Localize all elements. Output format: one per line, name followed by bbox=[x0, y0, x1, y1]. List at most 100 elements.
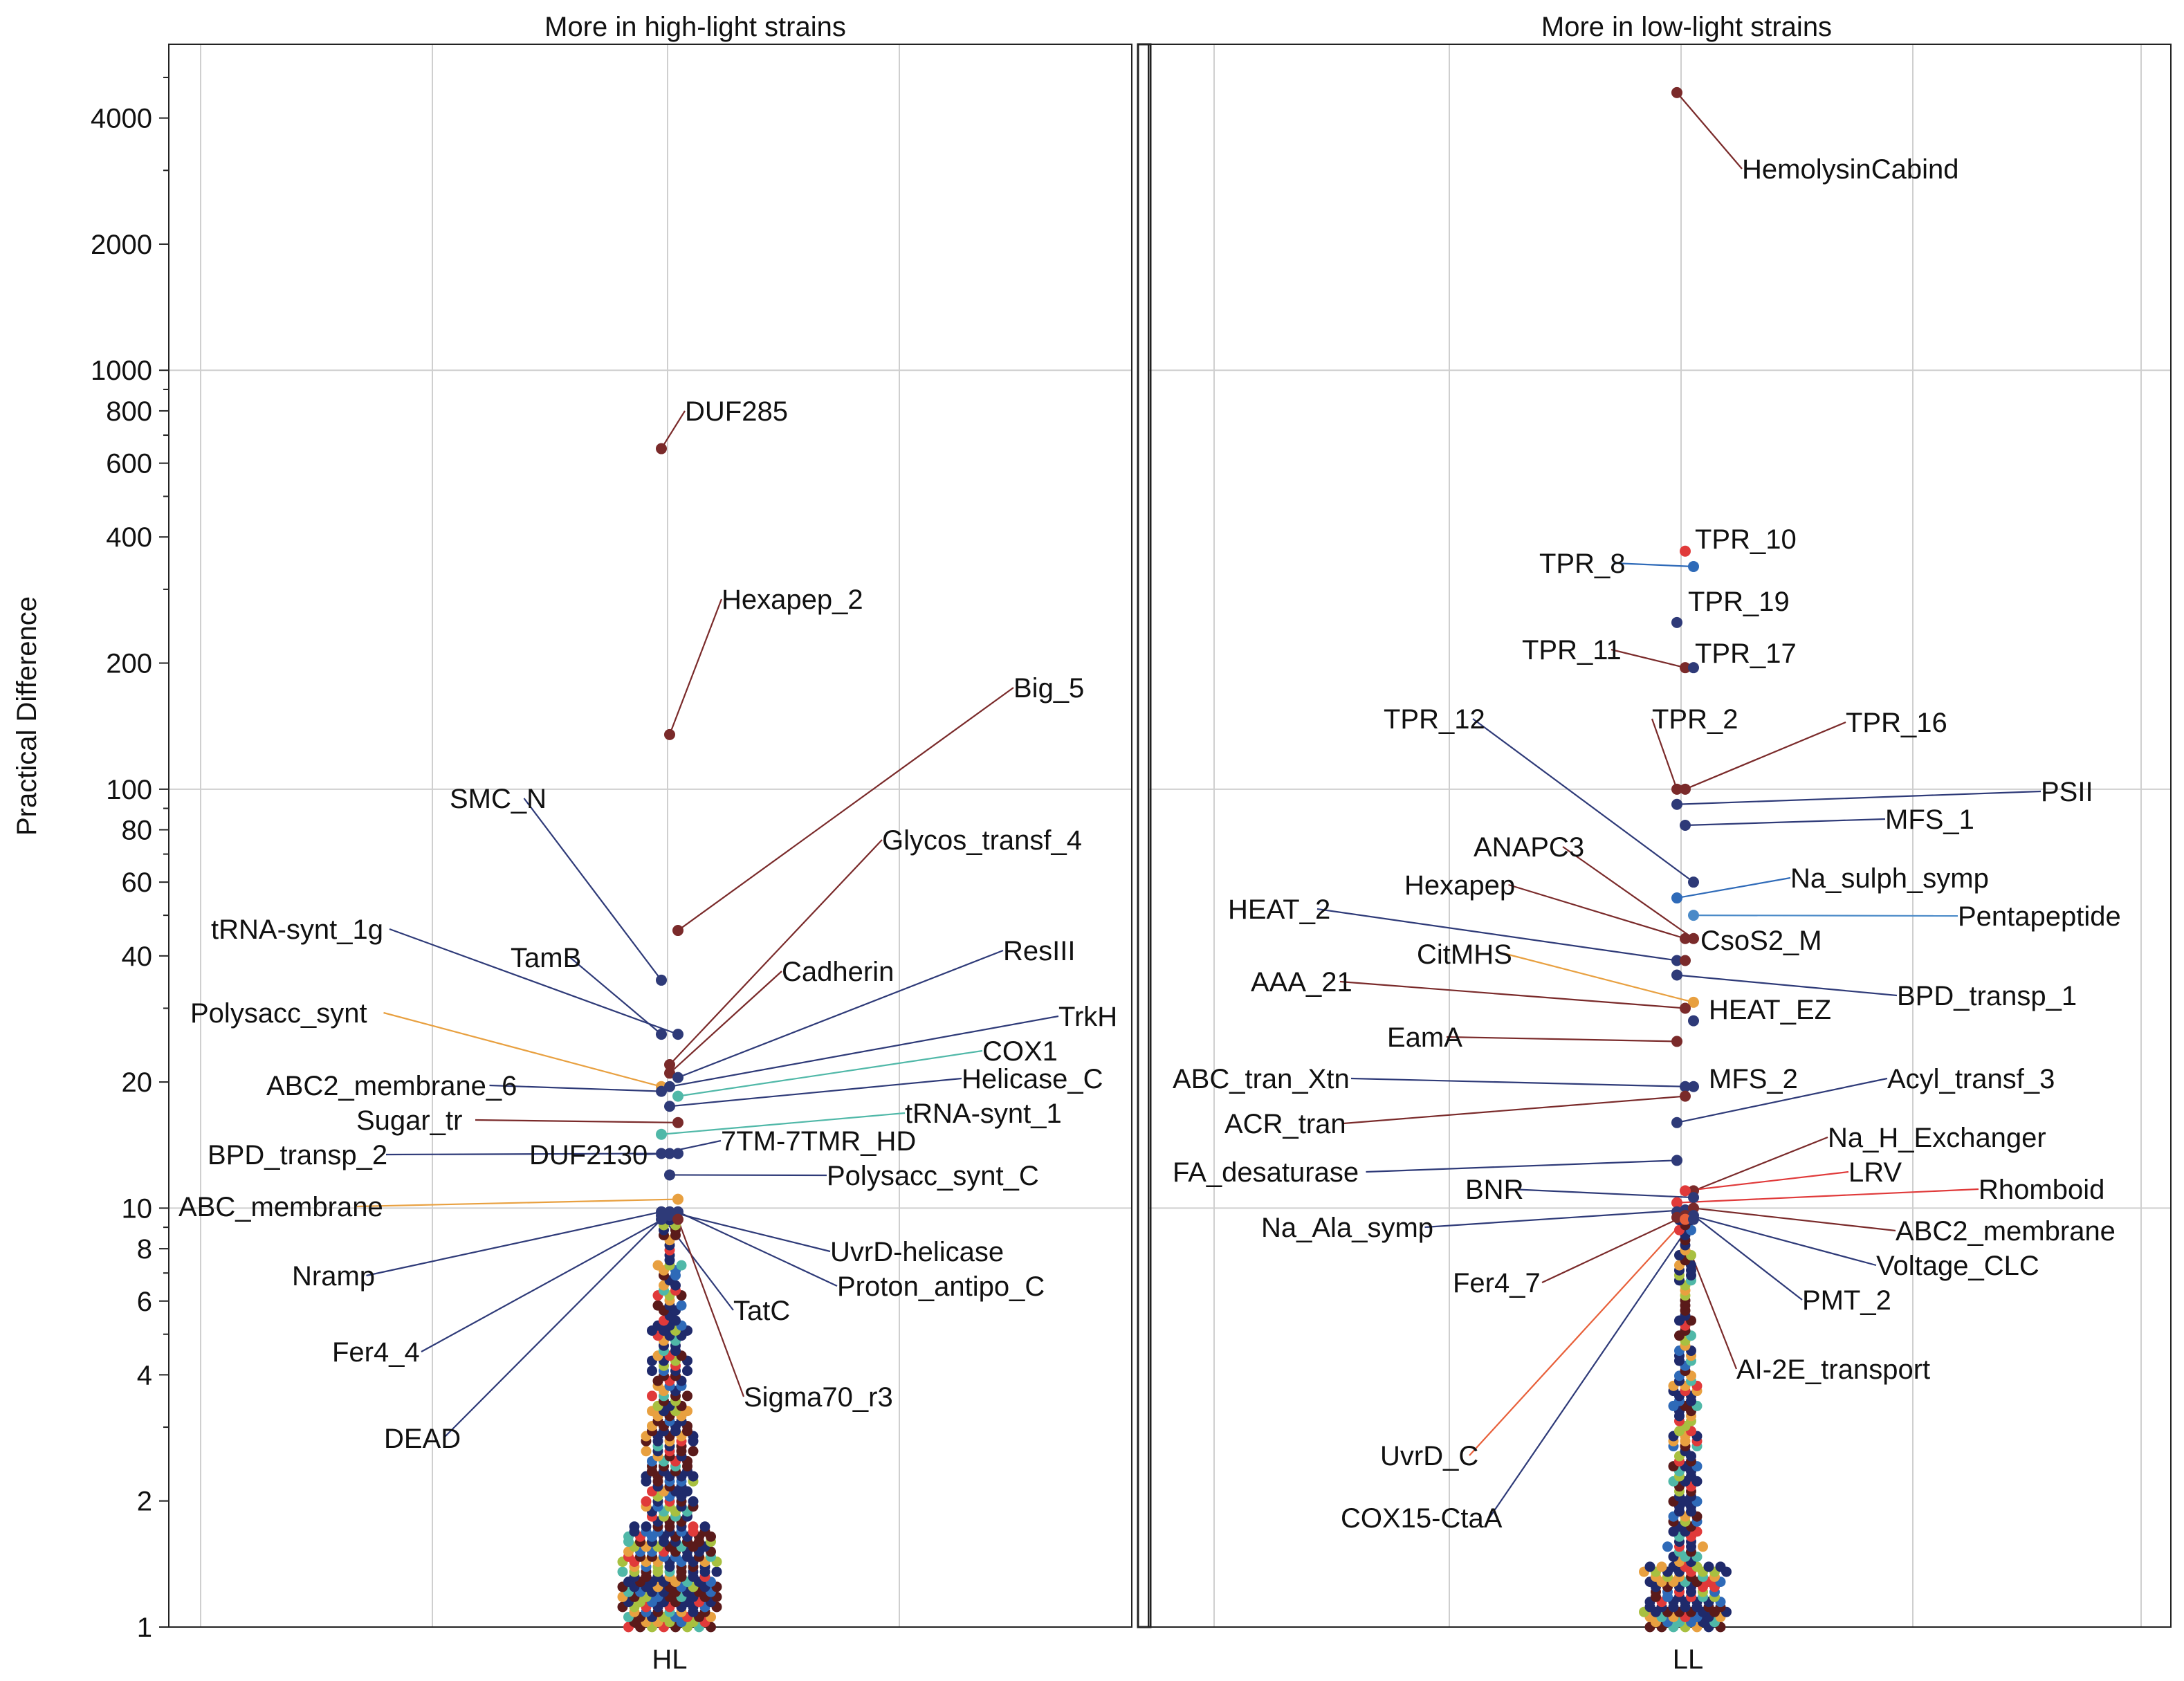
y-tick-label: 4 bbox=[137, 1360, 152, 1390]
leader-line bbox=[1676, 1188, 1979, 1204]
point-label: Na_sulph_symp bbox=[1790, 863, 1989, 894]
leader-line bbox=[523, 798, 662, 981]
data-point-labeled bbox=[656, 1029, 667, 1040]
data-point-swarm bbox=[1662, 1541, 1673, 1552]
point-label: TPR_19 bbox=[1688, 587, 1790, 617]
y-tick-label: 800 bbox=[106, 396, 152, 427]
point-label: Proton_antipo_C bbox=[837, 1271, 1045, 1302]
point-label: Na_H_Exchanger bbox=[1828, 1123, 2046, 1153]
data-point-labeled bbox=[656, 1213, 667, 1225]
gridlines bbox=[169, 44, 2171, 1627]
leader-line bbox=[1693, 1215, 1803, 1301]
point-label: tRNA-synt_1g bbox=[211, 915, 383, 945]
y-tick-label: 8 bbox=[137, 1234, 152, 1265]
y-tick-label: 400 bbox=[106, 522, 152, 553]
data-point-labeled bbox=[1680, 1090, 1691, 1102]
data-point-swarm bbox=[682, 1390, 692, 1402]
data-point-labeled bbox=[664, 1169, 675, 1181]
data-point-labeled bbox=[1671, 1155, 1682, 1166]
data-point-swarm bbox=[688, 1496, 699, 1507]
data-point-swarm bbox=[682, 1366, 692, 1377]
data-point-labeled bbox=[672, 1029, 683, 1040]
point-label: MFS_1 bbox=[1885, 805, 1974, 835]
point-label: TPR_11 bbox=[1522, 635, 1622, 665]
leader-line bbox=[1685, 818, 1886, 827]
leader-line bbox=[677, 1219, 745, 1397]
leader-line bbox=[668, 598, 723, 735]
panel-frames bbox=[168, 43, 2172, 1628]
point-label: TPR_16 bbox=[1846, 708, 1947, 738]
leader-line bbox=[669, 971, 782, 1074]
data-point-labeled bbox=[664, 1081, 675, 1092]
data-point-labeled bbox=[656, 1128, 667, 1140]
leader-line bbox=[383, 1011, 662, 1087]
panel-title-low-light: More in low-light strains bbox=[1541, 12, 1832, 42]
data-point-swarm bbox=[1698, 1541, 1708, 1552]
leader-line bbox=[489, 1084, 662, 1092]
leader-line bbox=[1676, 1211, 1877, 1267]
point-label: MFS_2 bbox=[1709, 1064, 1798, 1094]
leader-line bbox=[677, 687, 1014, 931]
data-point-labeled bbox=[1688, 910, 1699, 921]
y-tick-label: 600 bbox=[106, 449, 152, 479]
data-point-swarm bbox=[711, 1566, 722, 1577]
data-point-labeled bbox=[1688, 996, 1699, 1008]
leader-line bbox=[475, 1119, 679, 1123]
data-point-labeled bbox=[1680, 783, 1691, 795]
point-label: ABC2_membrane_6 bbox=[266, 1071, 517, 1101]
leader-line bbox=[677, 949, 1004, 1078]
data-point-labeled bbox=[1671, 892, 1682, 904]
data-point-labeled bbox=[1671, 955, 1682, 966]
point-label: ACR_tran bbox=[1224, 1109, 1346, 1139]
data-point-labeled bbox=[1671, 798, 1682, 810]
data-point-labeled bbox=[656, 974, 667, 986]
leader-line bbox=[1366, 1159, 1678, 1173]
leader-line bbox=[1613, 562, 1694, 568]
leader-line bbox=[669, 839, 883, 1065]
y-tick-label: 4000 bbox=[91, 104, 152, 134]
leader-line bbox=[1693, 1136, 1828, 1192]
point-label: ResIII bbox=[1003, 936, 1075, 966]
x-axis-label-ll: LL bbox=[1673, 1644, 1704, 1675]
point-label: EamA bbox=[1387, 1022, 1462, 1053]
data-point-labeled bbox=[1680, 1185, 1691, 1197]
point-label: ABC_membrane bbox=[178, 1192, 383, 1222]
point-label: SMC_N bbox=[450, 784, 547, 814]
leader-line bbox=[677, 1049, 983, 1097]
point-label: UvrD_C bbox=[1380, 1441, 1478, 1471]
data-point-labeled bbox=[1680, 820, 1691, 832]
data-point-labeled bbox=[1671, 783, 1682, 795]
point-label: Pentapeptide bbox=[1958, 901, 2121, 932]
panel-separator bbox=[1137, 43, 1152, 1628]
data-point-labeled bbox=[664, 1210, 675, 1222]
data-point-swarm bbox=[1715, 1561, 1726, 1572]
y-tick-label: 40 bbox=[122, 941, 153, 972]
point-label: TatC bbox=[733, 1296, 790, 1326]
leader-line bbox=[1676, 974, 1898, 997]
data-point-labeled bbox=[672, 1072, 683, 1083]
leader-line bbox=[669, 1077, 962, 1108]
leader-line bbox=[356, 1198, 679, 1208]
data-point-labeled bbox=[1688, 933, 1699, 944]
data-point-labeled bbox=[672, 1148, 683, 1159]
data-point-swarm bbox=[641, 1521, 652, 1532]
data-point-labeled bbox=[664, 1067, 675, 1079]
data-point-labeled bbox=[672, 1213, 683, 1225]
leader-line bbox=[1489, 1219, 1694, 1518]
point-label: ABC2_membrane bbox=[1896, 1216, 2116, 1247]
leader-line bbox=[1350, 1077, 1686, 1087]
point-label: Acyl_transf_3 bbox=[1887, 1064, 2055, 1094]
point-label: Polysacc_synt_C bbox=[827, 1161, 1039, 1191]
point-label: tRNA-synt_1 bbox=[905, 1099, 1062, 1129]
point-label: LRV bbox=[1848, 1157, 1902, 1188]
point-label: Fer4_4 bbox=[332, 1337, 420, 1368]
point-label: DUF2130 bbox=[529, 1140, 648, 1170]
data-point-labeled bbox=[664, 1101, 675, 1112]
point-label: HEAT_EZ bbox=[1709, 995, 1831, 1025]
leader-line bbox=[1472, 718, 1694, 883]
point-label: Na_Ala_symp bbox=[1261, 1213, 1433, 1243]
leader-line bbox=[421, 1215, 670, 1352]
data-point-labeled bbox=[664, 1059, 675, 1071]
panel-title-high-light: More in high-light strains bbox=[544, 12, 846, 42]
